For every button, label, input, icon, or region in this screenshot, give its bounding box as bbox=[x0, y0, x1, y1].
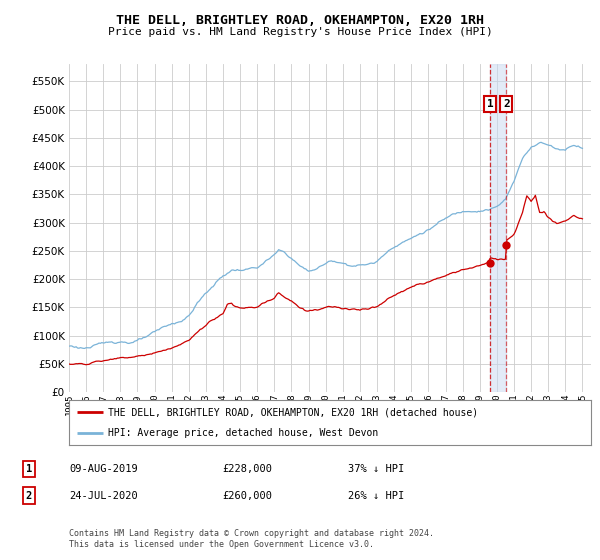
Text: Contains HM Land Registry data © Crown copyright and database right 2024.
This d: Contains HM Land Registry data © Crown c… bbox=[69, 529, 434, 549]
Text: 24-JUL-2020: 24-JUL-2020 bbox=[69, 491, 138, 501]
Text: THE DELL, BRIGHTLEY ROAD, OKEHAMPTON, EX20 1RH: THE DELL, BRIGHTLEY ROAD, OKEHAMPTON, EX… bbox=[116, 14, 484, 27]
Text: 2: 2 bbox=[26, 491, 32, 501]
Text: HPI: Average price, detached house, West Devon: HPI: Average price, detached house, West… bbox=[108, 428, 379, 438]
Text: 2: 2 bbox=[503, 99, 509, 109]
Text: £260,000: £260,000 bbox=[222, 491, 272, 501]
Text: 09-AUG-2019: 09-AUG-2019 bbox=[69, 464, 138, 474]
Text: 1: 1 bbox=[487, 99, 493, 109]
Text: THE DELL, BRIGHTLEY ROAD, OKEHAMPTON, EX20 1RH (detached house): THE DELL, BRIGHTLEY ROAD, OKEHAMPTON, EX… bbox=[108, 408, 478, 418]
Text: Price paid vs. HM Land Registry's House Price Index (HPI): Price paid vs. HM Land Registry's House … bbox=[107, 27, 493, 37]
Bar bbox=[490, 64, 506, 392]
Text: 37% ↓ HPI: 37% ↓ HPI bbox=[348, 464, 404, 474]
Text: 1: 1 bbox=[26, 464, 32, 474]
Text: 26% ↓ HPI: 26% ↓ HPI bbox=[348, 491, 404, 501]
Text: £228,000: £228,000 bbox=[222, 464, 272, 474]
